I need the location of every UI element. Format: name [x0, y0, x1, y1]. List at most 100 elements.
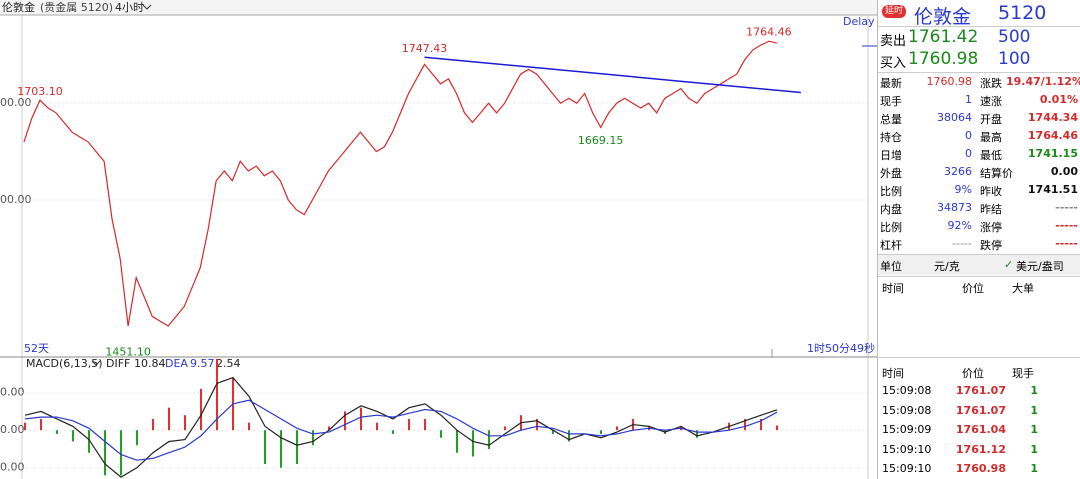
quote-label: 最高 — [980, 131, 1002, 144]
legend-dea-value: 9.57 — [190, 357, 215, 370]
quote-label: 外盘 — [880, 167, 902, 180]
quote-value: 1741.15 — [1027, 147, 1078, 160]
header-bar — [0, 0, 877, 15]
trade-volume: 1 — [1030, 384, 1038, 397]
legend-diff: DIFF — [106, 357, 130, 370]
quote-label: 昨收 — [980, 185, 1002, 198]
quote-label: 持仓 — [880, 131, 902, 144]
buy-price: 1760.98 — [908, 49, 979, 69]
dropdown-icon — [142, 4, 152, 10]
trade-volume: 1 — [1030, 462, 1038, 475]
quote-value: 34873 — [937, 201, 972, 214]
quote-label: 速涨 — [980, 95, 1002, 108]
quote-label: 杠杆 — [880, 239, 902, 252]
price-annotation: 1764.46 — [746, 26, 792, 39]
quote-value: 0 — [965, 147, 972, 160]
big-header: 大单 — [1012, 282, 1034, 295]
trend-line — [424, 56, 801, 94]
price-annotation: 1703.10 — [17, 85, 63, 98]
trade-time: 15:09:10 — [882, 442, 932, 456]
quote-value: 9% — [954, 183, 972, 196]
buy-volume: 100 — [998, 49, 1031, 69]
quote-value: 1764.46 — [1027, 129, 1078, 142]
price-annotation: 1747.43 — [402, 42, 448, 55]
quote-value: ----- — [952, 237, 972, 250]
unit-check: ✓ — [1004, 258, 1014, 271]
quote-value: 19.47/1.12% — [1006, 75, 1080, 88]
trade-time: 15:09:08 — [882, 384, 932, 397]
trade-price: 1761.04 — [955, 423, 1006, 436]
quote-value: 0.00 — [1050, 165, 1078, 178]
trade-price: 1761.07 — [955, 384, 1006, 397]
sell-price: 1761.42 — [908, 27, 979, 47]
quote-label: 现手 — [880, 95, 902, 108]
quote-label: 开盘 — [980, 113, 1002, 126]
trade-time: 15:09:09 — [882, 423, 932, 436]
chart-area: 伦敦金 (贵金属 5120) 4小时 Delay 52天 1时50分49秒 MA… — [0, 0, 877, 479]
y-tick-label: 0.00 — [0, 461, 25, 474]
legend-dea: DEA — [165, 357, 188, 370]
legend-diff-value: 10.84 — [134, 357, 166, 370]
quote-code: 5120 — [998, 2, 1047, 24]
macd-title: MACD(6,13,5) — [26, 357, 103, 370]
trade-volume: 1 — [1030, 403, 1038, 417]
countdown: 1时50分49秒 — [807, 341, 875, 355]
unit-alt[interactable]: 美元/盎司 — [1016, 260, 1064, 273]
big-header: 价位 — [962, 282, 984, 295]
trade-volume: 1 — [1030, 442, 1038, 456]
price-annotation: 1669.15 — [578, 134, 624, 147]
period-label: 52天 — [24, 342, 49, 355]
quote-value: 92% — [947, 219, 972, 232]
quote-label: 总量 — [880, 113, 902, 126]
unit-value[interactable]: 元/克 — [934, 260, 960, 273]
y-tick-label: 0.00 — [0, 423, 25, 436]
quote-value: ----- — [1055, 201, 1078, 214]
quote-label: 最低 — [980, 149, 1002, 162]
trade-volume: 1 — [1030, 423, 1038, 436]
quote-label: 涨跌 — [980, 77, 1002, 90]
quote-label: 涨停 — [980, 221, 1002, 234]
trade-time: 15:09:08 — [882, 403, 932, 417]
buy-label: 买入 — [880, 56, 907, 71]
quote-label: 比例 — [880, 185, 902, 198]
big-header: 时间 — [882, 282, 904, 295]
dropdown-icon — [91, 360, 101, 366]
trade-price: 1761.07 — [955, 403, 1006, 417]
quote-label: 最新 — [880, 77, 902, 90]
quote-label: 昨结 — [980, 203, 1002, 216]
price-line — [23, 40, 778, 327]
quote-value: 1744.34 — [1027, 111, 1078, 124]
quote-value: ----- — [1055, 237, 1078, 250]
macd-line — [24, 399, 778, 461]
trade-price: 1761.12 — [955, 442, 1006, 456]
unit-label: 单位 — [880, 260, 902, 273]
legend-macd-value: 2.54 — [216, 357, 241, 370]
quote-panel: 延时 伦敦金 5120 卖出 1761.42 500 买入 1760.98 10… — [877, 0, 1080, 479]
sell-label: 卖出 — [880, 34, 907, 49]
quote-value: 1 — [965, 93, 972, 106]
trade-time: 15:09:10 — [882, 462, 932, 475]
quote-label: 比例 — [880, 221, 902, 234]
trade-header: 时间 — [882, 367, 904, 380]
quote-name: 伦敦金 — [914, 6, 972, 28]
quote-value: 3266 — [944, 165, 972, 178]
y-tick-label: 00.00 — [0, 193, 32, 206]
quote-label: 结算价 — [980, 167, 1013, 180]
symbol-code: (贵金属 5120) — [40, 0, 113, 14]
quote-value: 1760.98 — [926, 75, 973, 88]
quote-label: 内盘 — [880, 203, 902, 216]
quote-label: 日增 — [880, 149, 902, 162]
symbol-name: 伦敦金 — [2, 0, 35, 14]
quote-value: 0.01% — [1039, 93, 1078, 106]
delay-label: Delay — [843, 15, 875, 28]
quote-label: 跌停 — [980, 239, 1002, 252]
quote-value: 1741.51 — [1027, 183, 1078, 196]
price-annotation: 1451.10 — [105, 345, 151, 358]
quote-value: ----- — [1055, 219, 1078, 232]
macd-line — [24, 376, 778, 478]
trade-header: 价位 — [962, 367, 984, 380]
quote-value: 38064 — [937, 111, 972, 124]
sell-volume: 500 — [998, 27, 1031, 47]
period: 4小时 — [115, 1, 144, 14]
